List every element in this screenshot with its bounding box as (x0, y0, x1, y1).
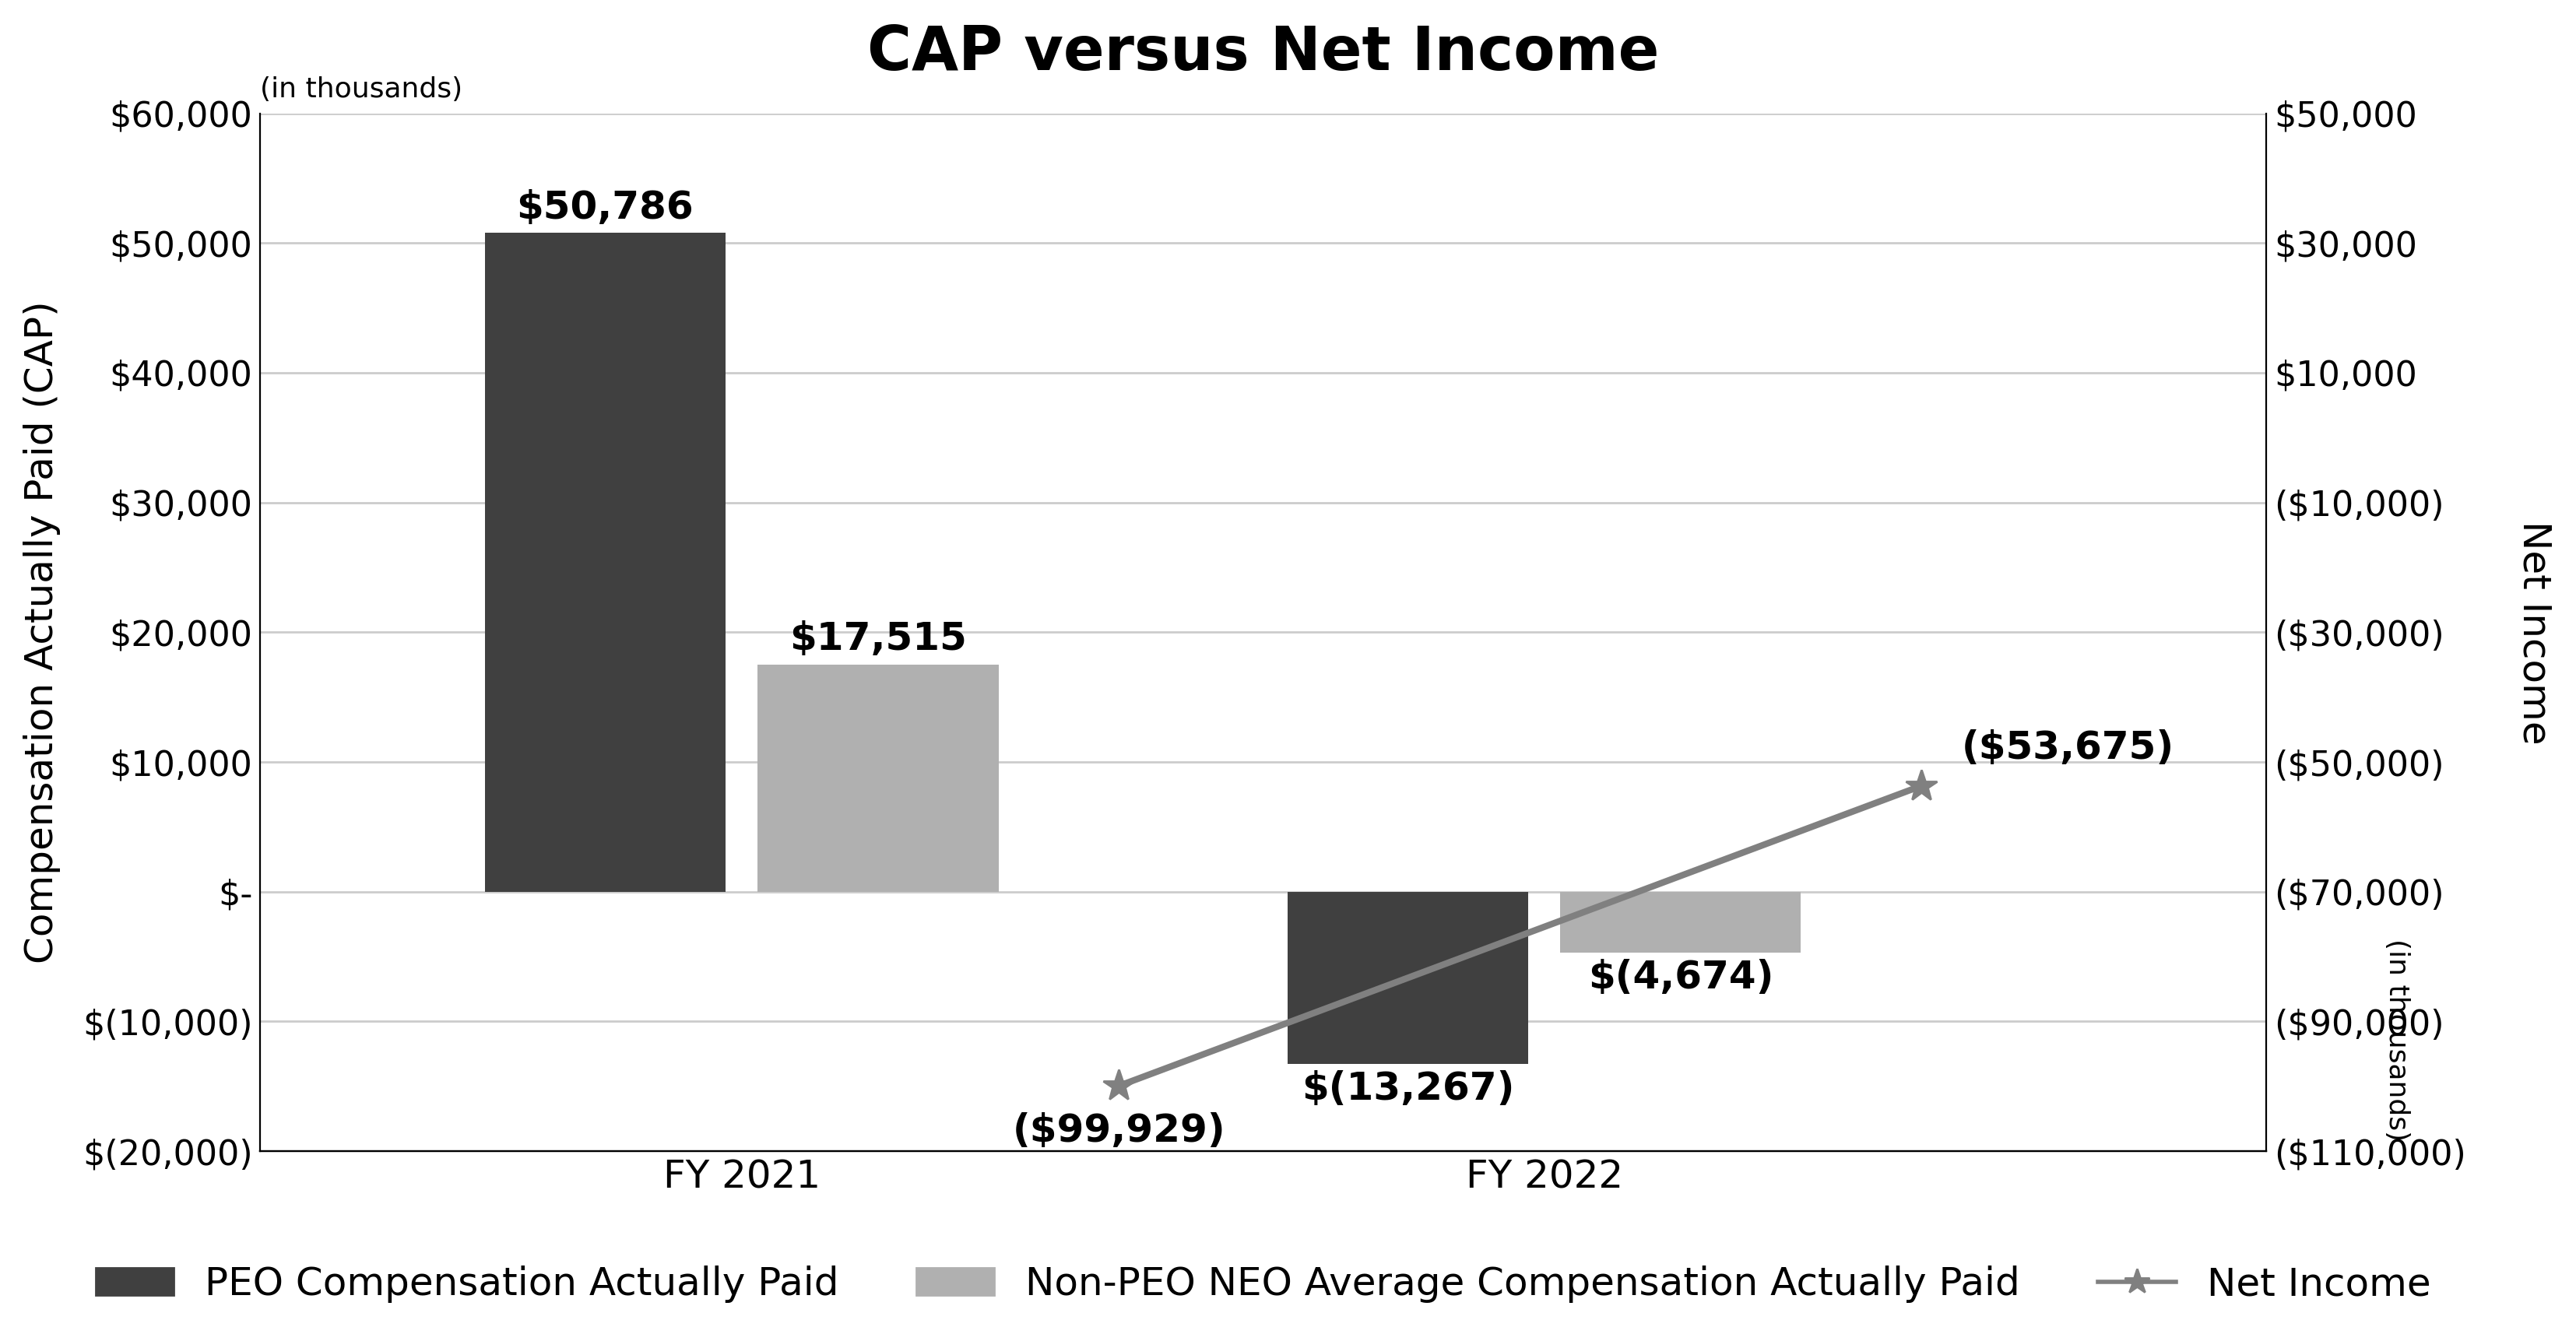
Text: ($99,929): ($99,929) (1012, 1112, 1226, 1149)
Text: (in thousands): (in thousands) (260, 76, 464, 103)
Title: CAP versus Net Income: CAP versus Net Income (868, 23, 1659, 83)
Bar (757, 665, 999, 892)
Y-axis label: Compensation Actually Paid (CAP): Compensation Actually Paid (CAP) (23, 300, 62, 964)
Text: $(4,674): $(4,674) (1587, 959, 1772, 996)
Bar (1561, 892, 1801, 952)
Text: ($53,675): ($53,675) (1960, 730, 2174, 767)
Bar (1288, 892, 1528, 1063)
Text: (in thousands): (in thousands) (2383, 939, 2411, 1141)
Y-axis label: Net Income: Net Income (2514, 520, 2553, 744)
Text: $17,515: $17,515 (788, 621, 966, 658)
Text: $(13,267): $(13,267) (1301, 1070, 1515, 1108)
Legend: PEO Compensation Actually Paid, Non-PEO NEO Average Compensation Actually Paid, : PEO Compensation Actually Paid, Non-PEO … (80, 1250, 2447, 1318)
Text: $50,786: $50,786 (518, 189, 693, 227)
Bar (484, 233, 726, 892)
